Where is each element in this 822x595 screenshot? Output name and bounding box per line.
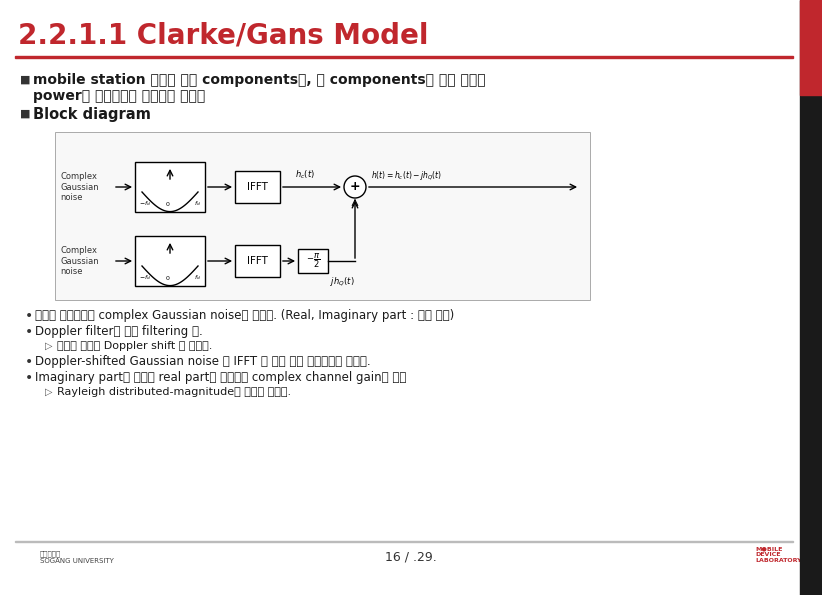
- Circle shape: [344, 176, 366, 198]
- Text: ■: ■: [20, 109, 30, 119]
- Text: Doppler-shifted Gaussian noise 는 IFFT 를 통해 시간 도메인으로 변환됨.: Doppler-shifted Gaussian noise 는 IFFT 를 …: [35, 355, 371, 368]
- Bar: [15, 540, 793, 542]
- Text: Complex
Gaussian
noise: Complex Gaussian noise: [60, 172, 99, 202]
- Text: $f_d$: $f_d$: [194, 199, 201, 208]
- Text: $-\dfrac{\pi}{2}$: $-\dfrac{\pi}{2}$: [306, 252, 321, 270]
- Bar: [135, 162, 205, 212]
- Text: Rayleigh distributed-magnitude의 시널이 생성됨.: Rayleigh distributed-magnitude의 시널이 생성됨.: [57, 387, 291, 397]
- Bar: [15, 55, 793, 58]
- Text: +: +: [349, 180, 360, 193]
- Text: ■: ■: [20, 75, 30, 85]
- Bar: [135, 236, 205, 286]
- Bar: [235, 171, 280, 203]
- Text: •: •: [25, 325, 33, 339]
- Text: Complex
Gaussian
noise: Complex Gaussian noise: [60, 246, 99, 276]
- Bar: [55, 132, 590, 300]
- Text: IFFT: IFFT: [247, 256, 268, 266]
- Text: $-f_d$: $-f_d$: [139, 273, 151, 282]
- Text: 주파수 도메인에서 complex Gaussian noise가 생성됨. (Real, Imaginary part : 켤레 대칭): 주파수 도메인에서 complex Gaussian noise가 생성됨. (…: [35, 309, 455, 322]
- Text: 서강대학교
SOGANG UNIVERSITY: 서강대학교 SOGANG UNIVERSITY: [40, 550, 114, 564]
- Text: $-f_d$: $-f_d$: [139, 199, 151, 208]
- Text: $f_d$: $f_d$: [194, 273, 201, 282]
- Bar: [800, 0, 822, 595]
- Text: $h_c(t)$: $h_c(t)$: [295, 168, 315, 181]
- Bar: [298, 249, 328, 273]
- Text: •: •: [25, 371, 33, 385]
- Text: •: •: [25, 355, 33, 369]
- Text: ▷: ▷: [45, 341, 53, 351]
- Text: mobile station 주변의 산란 components가, 각 components에 대해 동일한: mobile station 주변의 산란 components가, 각 com…: [33, 73, 486, 87]
- Text: IFFT: IFFT: [247, 182, 268, 192]
- Text: M●BILE
DEVICE
LABORATORY: M●BILE DEVICE LABORATORY: [755, 547, 801, 563]
- Text: $h(t) = h_c(t) - jh_Q(t)$: $h(t) = h_c(t) - jh_Q(t)$: [371, 169, 442, 182]
- Text: 2.2.1.1 Clarke/Gans Model: 2.2.1.1 Clarke/Gans Model: [18, 21, 428, 49]
- Text: Imaginary part의 출력에 real part를 추가하여 complex channel gain을 구성: Imaginary part의 출력에 real part를 추가하여 comp…: [35, 371, 406, 384]
- Text: power로 분배된다는 가정하에 고안됨: power로 분배된다는 가정하에 고안됨: [33, 89, 206, 103]
- Text: $0$: $0$: [165, 200, 171, 208]
- Text: $0$: $0$: [165, 274, 171, 282]
- Text: ▷: ▷: [45, 387, 53, 397]
- Text: Block diagram: Block diagram: [33, 107, 151, 121]
- Bar: [235, 245, 280, 277]
- Text: •: •: [25, 309, 33, 323]
- Text: Doppler filter에 의해 filtering 됨.: Doppler filter에 의해 filtering 됨.: [35, 325, 203, 339]
- Text: 주파수 성분이 Doppler shift 가 적용됨.: 주파수 성분이 Doppler shift 가 적용됨.: [57, 341, 212, 351]
- Text: 16 / .29.: 16 / .29.: [386, 550, 436, 563]
- Text: $jh_Q(t)$: $jh_Q(t)$: [330, 275, 354, 288]
- Bar: [800, 0, 822, 95]
